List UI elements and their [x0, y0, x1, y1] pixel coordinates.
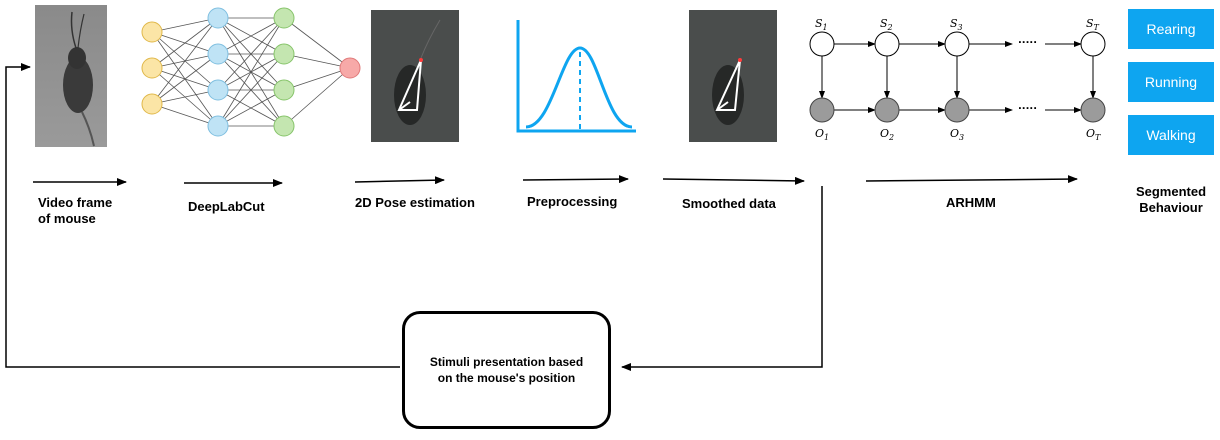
observation-node — [1080, 97, 1106, 123]
arrow-arhmm-to-segmented — [865, 175, 1078, 184]
observation-label: O2 — [880, 127, 894, 142]
observation-node — [944, 97, 970, 123]
hidden1-node — [207, 7, 229, 29]
behaviour-walking: Walking — [1128, 115, 1214, 155]
nn-connection — [283, 67, 351, 91]
arrow-pose-to-preproc — [354, 176, 445, 185]
label-preprocessing: Preprocessing — [527, 194, 618, 209]
label-segmented-behaviour: Segmented Behaviour — [1128, 184, 1214, 216]
stimuli-presentation-box: Stimuli presentation based on the mouse'… — [402, 311, 611, 429]
input-node — [141, 21, 163, 43]
pose-estimation-frame — [371, 10, 459, 142]
hidden2-node — [273, 7, 295, 29]
smoothed-data-frame — [689, 10, 777, 142]
hidden1-node — [207, 43, 229, 65]
input-node — [141, 93, 163, 115]
hidden-state-node — [809, 31, 835, 57]
label-video-frame-line1: Video frame — [38, 195, 113, 210]
label-segmented-line2: Behaviour — [1139, 200, 1203, 215]
hidden1-node — [207, 79, 229, 101]
nn-connection — [151, 53, 219, 105]
observation-label: O1 — [815, 127, 829, 142]
nn-connection — [217, 53, 285, 127]
stimuli-line1: Stimuli presentation based — [429, 355, 584, 369]
hidden-state-node — [944, 31, 970, 57]
label-pose-estimation: 2D Pose estimation — [355, 195, 475, 210]
chain-ellipsis: ..... — [1018, 101, 1037, 112]
nn-connection — [217, 17, 285, 91]
arrow-stimuli-to-video — [5, 63, 400, 368]
process-arrows — [33, 175, 1078, 187]
feedback-loop — [5, 63, 823, 371]
neural-network-icon — [141, 7, 361, 137]
nn-connection — [217, 17, 285, 127]
label-video-frame-line2: of mouse — [38, 211, 96, 226]
state-label: S2 — [880, 17, 893, 32]
nn-connection — [151, 17, 219, 105]
state-label: S1 — [815, 17, 828, 32]
output-node — [339, 57, 361, 79]
nn-connection — [283, 53, 351, 69]
behaviour-rearing: Rearing — [1128, 9, 1214, 49]
chain-ellipsis: ..... — [1018, 35, 1037, 46]
nn-connection — [283, 17, 351, 69]
label-arhmm: ARHMM — [946, 195, 996, 210]
nn-connection — [151, 103, 219, 127]
label-deeplabcut: DeepLabCut — [188, 199, 265, 214]
label-segmented-line1: Segmented — [1135, 184, 1207, 199]
observation-node — [809, 97, 835, 123]
nn-connection — [151, 89, 219, 105]
hidden-state-node — [874, 31, 900, 57]
nn-connection — [217, 89, 285, 127]
mouse-video-frame — [35, 5, 107, 147]
nn-connection — [151, 17, 219, 33]
hidden2-node — [273, 79, 295, 101]
hidden1-node — [207, 115, 229, 137]
hidden-state-node — [1080, 31, 1106, 57]
arhmm-graphical-model: .......... S1 O1 S2 O2 S3 O3 ST OT — [809, 17, 1106, 142]
state-label: ST — [1086, 17, 1100, 32]
behaviour-running: Running — [1128, 62, 1214, 102]
input-node — [141, 57, 163, 79]
observation-node — [874, 97, 900, 123]
label-smoothed-data: Smoothed data — [682, 196, 776, 211]
preprocessing-gaussian-icon — [516, 20, 636, 133]
arrow-smoothed-to-arhmm — [662, 176, 805, 185]
nn-connection — [217, 17, 285, 55]
observation-label: OT — [1086, 127, 1101, 142]
stimuli-line2: on the mouse's position — [437, 371, 576, 385]
hidden2-node — [273, 115, 295, 137]
nn-connection — [283, 67, 351, 127]
nn-connection — [151, 17, 219, 69]
arrow-to-stimuli — [621, 186, 823, 371]
arrow-preproc-to-smoothed — [522, 175, 629, 184]
label-video-frame: Video frame of mouse — [38, 195, 112, 227]
hidden2-node — [273, 43, 295, 65]
state-label: S3 — [950, 17, 963, 32]
observation-label: O3 — [950, 127, 964, 142]
